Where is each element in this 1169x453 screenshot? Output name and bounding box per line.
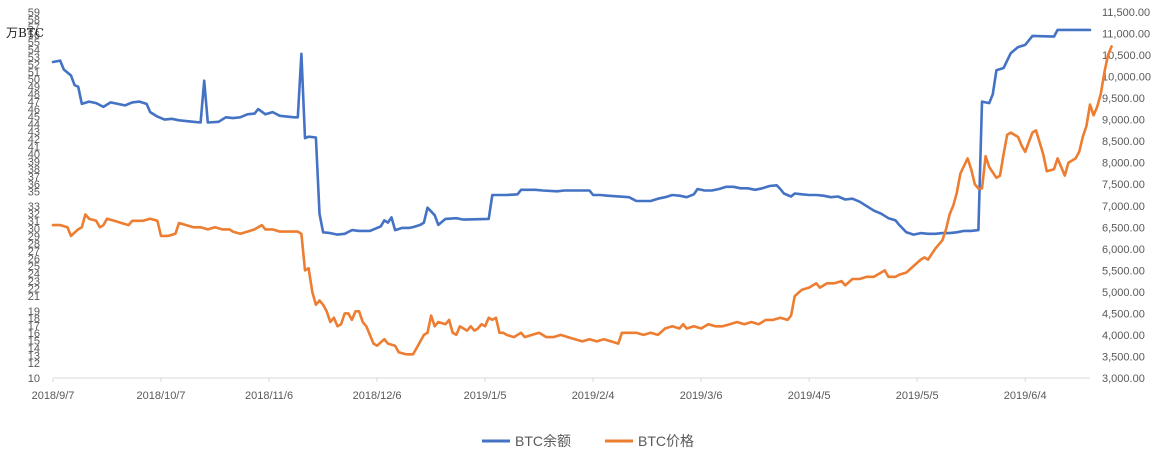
left-tick-label: 22 — [28, 283, 40, 295]
left-tick-label: 39 — [28, 156, 40, 168]
left-tick-label: 37 — [28, 171, 40, 183]
right-tick-label: 4,500.00 — [1102, 308, 1145, 320]
x-tick-label: 2019/3/6 — [680, 390, 723, 402]
series-line-btc-balance — [51, 28, 1092, 236]
left-tick-label: 40 — [28, 149, 40, 161]
x-tick-label: 2019/5/5 — [896, 390, 939, 402]
left-tick-label: 21 — [28, 291, 40, 303]
left-tick-label: 27 — [28, 246, 40, 258]
left-tick-label: 16 — [28, 328, 40, 340]
left-tick-label: 51 — [28, 67, 40, 79]
x-tick-label: 2018/10/7 — [137, 390, 186, 402]
right-tick-label: 11,500.00 — [1102, 7, 1150, 19]
right-axis-ticks: 3,000.00 3,500.00 4,000.00 4,500.00 5,000.00… — [1102, 7, 1151, 385]
left-tick-label: 26 — [28, 253, 40, 265]
left-tick-label: 47 — [28, 97, 40, 109]
right-tick-label: 9,000.00 — [1102, 115, 1145, 127]
left-tick-label: 25 — [28, 261, 40, 273]
right-tick-label: 3,500.00 — [1102, 351, 1145, 363]
left-tick-label: 12 — [28, 358, 40, 370]
left-tick-label: 50 — [28, 74, 40, 86]
left-tick-label: 10 — [28, 373, 40, 385]
left-tick-label: 13 — [28, 351, 40, 363]
right-tick-label: 10,500.00 — [1102, 50, 1151, 62]
left-axis-unit-label: 万BTC — [6, 26, 44, 40]
left-tick-label: 14 — [28, 343, 40, 355]
x-tick-label: 2018/11/6 — [245, 390, 293, 402]
x-tick-label: 2019/4/5 — [788, 390, 831, 402]
left-tick-label: 42 — [28, 134, 40, 146]
right-tick-label: 6,000.00 — [1102, 244, 1145, 256]
right-tick-label: 7,500.00 — [1102, 179, 1145, 191]
left-tick-label: 57 — [28, 22, 40, 34]
series-line-btc-price — [51, 45, 1113, 356]
legend-label: BTC价格 — [638, 433, 694, 449]
x-tick-label: 2018/9/7 — [32, 390, 75, 402]
left-tick-label: 18 — [28, 313, 40, 325]
legend: BTC余额 BTC价格 — [482, 433, 694, 449]
right-tick-label: 10,000.00 — [1102, 72, 1151, 84]
x-axis-ticks: 2018/9/7 2018/10/7 2018/11/6 2018/12/6 2019/… — [32, 378, 1047, 402]
left-tick-label: 23 — [28, 276, 40, 288]
right-tick-label: 3,000.00 — [1102, 373, 1145, 385]
left-tick-label: 24 — [28, 268, 40, 280]
x-tick-label: 2019/2/4 — [572, 390, 615, 402]
left-tick-label: 44 — [28, 119, 40, 131]
left-tick-label: 30 — [28, 224, 40, 236]
left-tick-label: 54 — [28, 44, 40, 56]
right-tick-label: 9,500.00 — [1102, 93, 1145, 105]
x-tick-label: 2018/12/6 — [353, 390, 402, 402]
right-tick-label: 6,500.00 — [1102, 222, 1145, 234]
left-tick-label: 36 — [28, 179, 40, 191]
left-tick-label: 56 — [28, 29, 40, 41]
left-tick-label: 59 — [28, 7, 40, 19]
x-tick-label: 2019/6/4 — [1004, 390, 1047, 402]
left-tick-label: 19 — [28, 306, 40, 318]
left-tick-label: 33 — [28, 201, 40, 213]
left-tick-label: 52 — [28, 59, 40, 71]
legend-label: BTC余额 — [515, 433, 571, 449]
left-tick-label: 29 — [28, 231, 40, 243]
right-tick-label: 11,000.00 — [1102, 29, 1150, 41]
left-tick-label: 17 — [28, 321, 40, 333]
right-tick-label: 5,000.00 — [1102, 287, 1145, 299]
left-tick-label: 15 — [28, 336, 40, 348]
series-layer — [51, 28, 1113, 356]
left-tick-label: 45 — [28, 112, 40, 124]
left-tick-label: 55 — [28, 37, 40, 49]
right-tick-label: 7,000.00 — [1102, 201, 1145, 213]
x-tick-label: 2019/1/5 — [464, 390, 507, 402]
left-tick-label: 53 — [28, 52, 40, 64]
left-tick-label: 28 — [28, 239, 40, 251]
right-tick-label: 8,000.00 — [1102, 158, 1145, 170]
left-tick-label: 58 — [28, 14, 40, 26]
right-tick-label: 5,500.00 — [1102, 265, 1145, 277]
left-tick-label: 43 — [28, 127, 40, 139]
left-tick-label: 32 — [28, 209, 40, 221]
left-tick-label: 31 — [28, 216, 40, 228]
right-tick-label: 4,000.00 — [1102, 330, 1145, 342]
left-tick-label: 35 — [28, 186, 40, 198]
right-tick-label: 8,500.00 — [1102, 136, 1145, 148]
left-tick-label: 38 — [28, 164, 40, 176]
left-tick-label: 48 — [28, 89, 40, 101]
left-tick-label: 49 — [28, 82, 40, 94]
left-tick-label: 46 — [28, 104, 40, 116]
left-tick-label: 41 — [28, 141, 40, 153]
